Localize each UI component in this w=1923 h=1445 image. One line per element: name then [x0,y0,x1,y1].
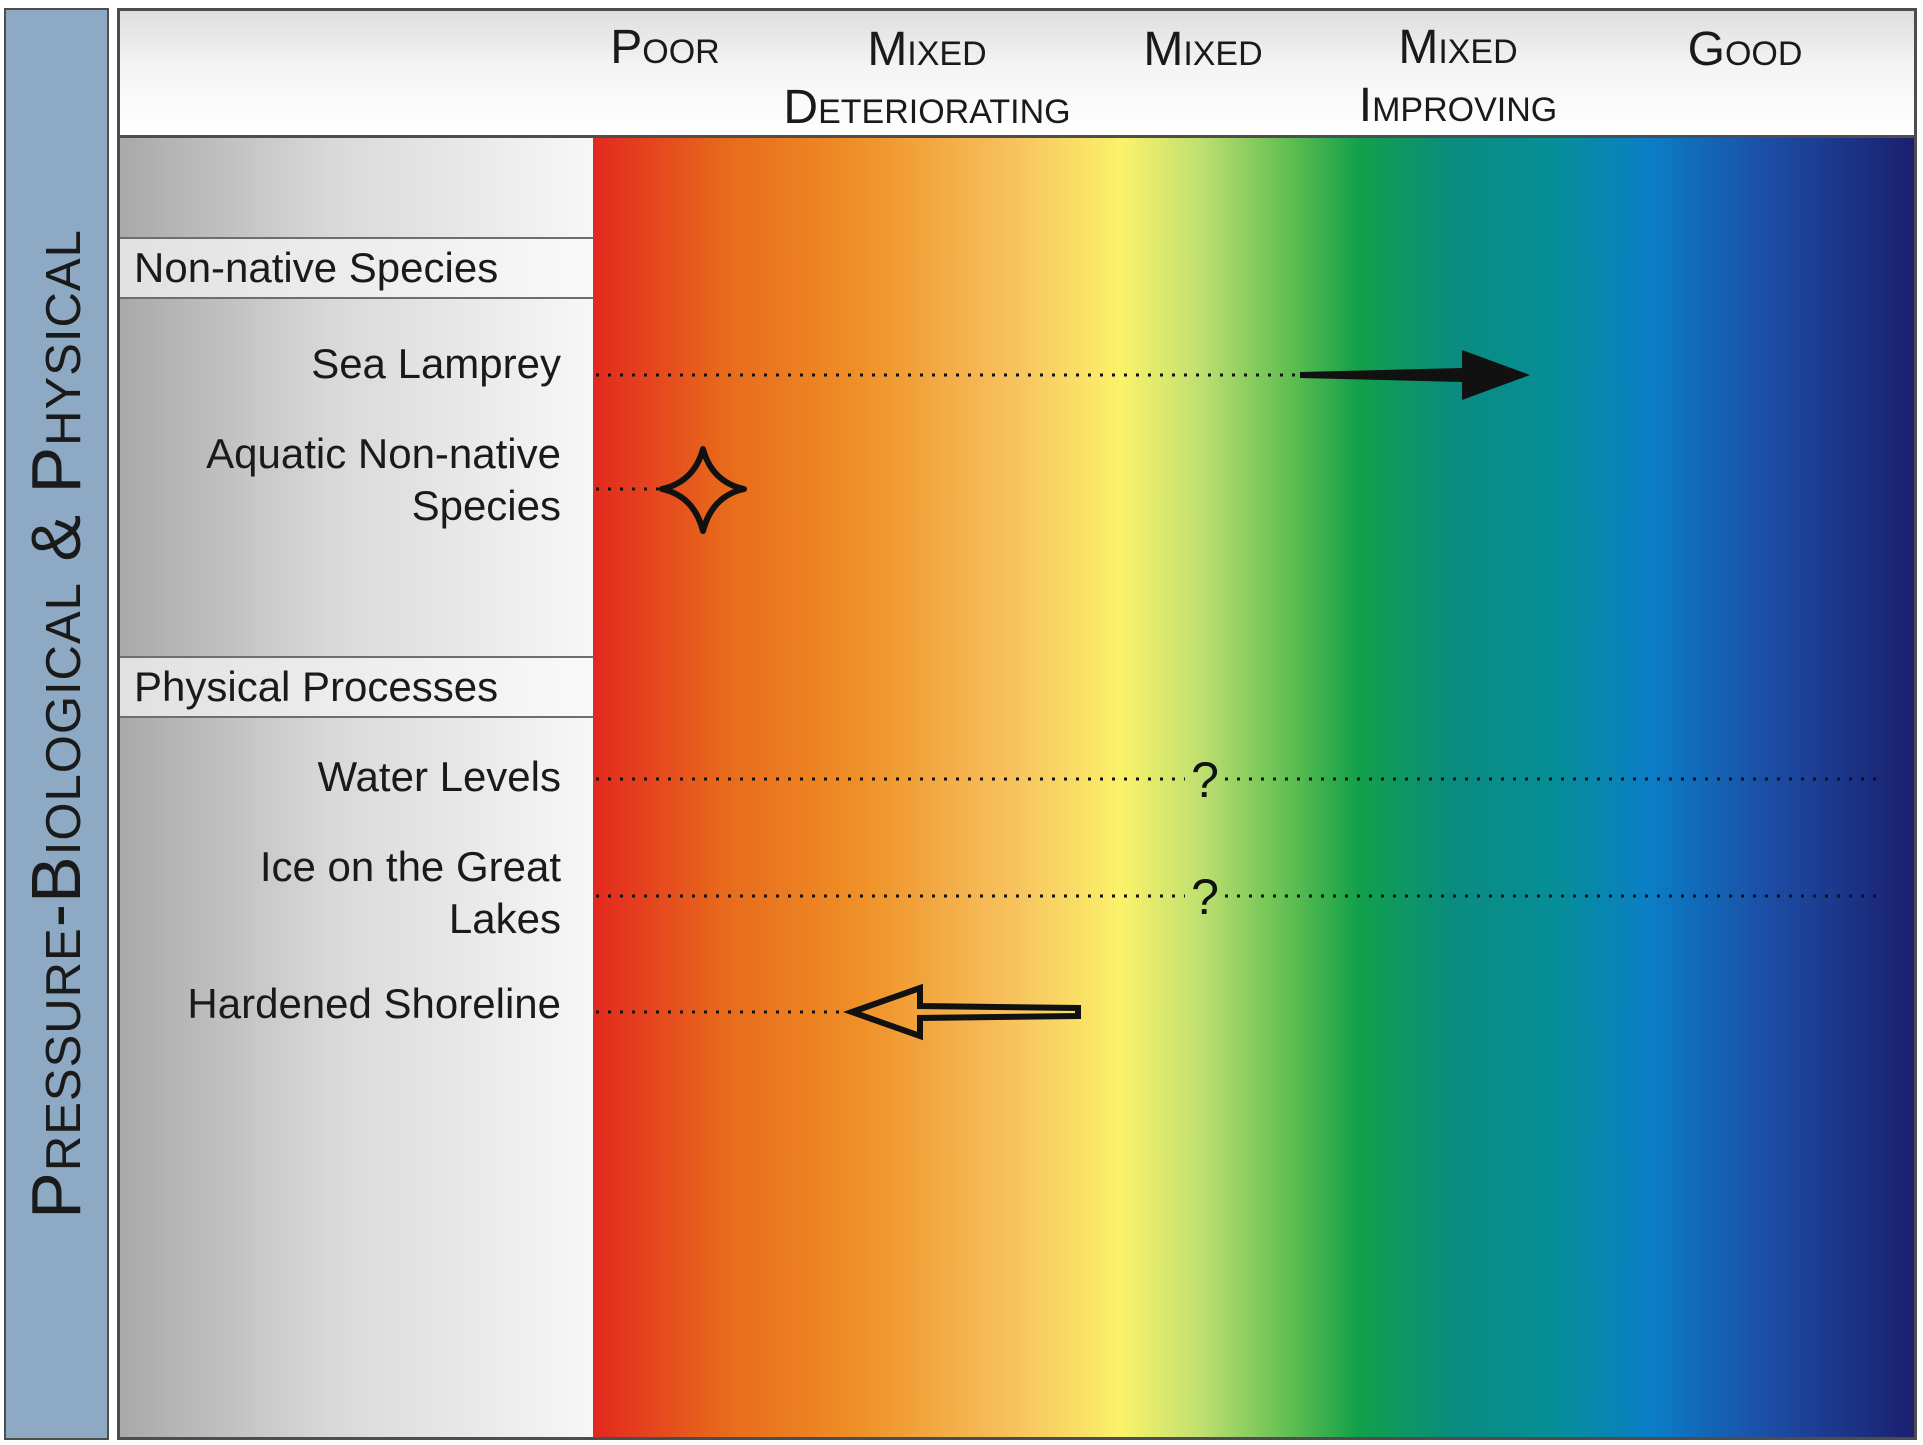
scale-mixed: Mixed [1143,23,1263,76]
label-panel [120,138,593,1437]
row-label-hardened-shoreline: Hardened Shoreline [187,980,561,1027]
row-label-sea-lamprey: Sea Lamprey [311,340,561,387]
side-title: Pressure-Biological & Physical [17,229,95,1219]
row-label-aquatic-non-native-species: Aquatic Non-native Species [206,430,561,529]
row-label-water-levels: Water Levels [317,753,561,800]
chart-body: Non-native Species Physical Processes Se… [117,138,1917,1440]
scale-good: Good [1687,23,1803,76]
row-label-ice-on-the-great-lakes: Ice on the Great Lakes [259,843,561,942]
category-physical-processes: Physical Processes [120,656,593,718]
status-spectrum [593,138,1914,1437]
scale-mixed-improving: Mixed Improving [1358,21,1558,132]
scale-mixed-deteriorating: Mixed Deteriorating [783,23,1071,134]
category-non-native-species: Non-native Species [120,237,593,299]
side-band [4,8,109,1440]
scale-poor: Poor [610,21,720,74]
scale-header: Poor Mixed Deteriorating Mixed Mixed Imp… [117,8,1917,138]
